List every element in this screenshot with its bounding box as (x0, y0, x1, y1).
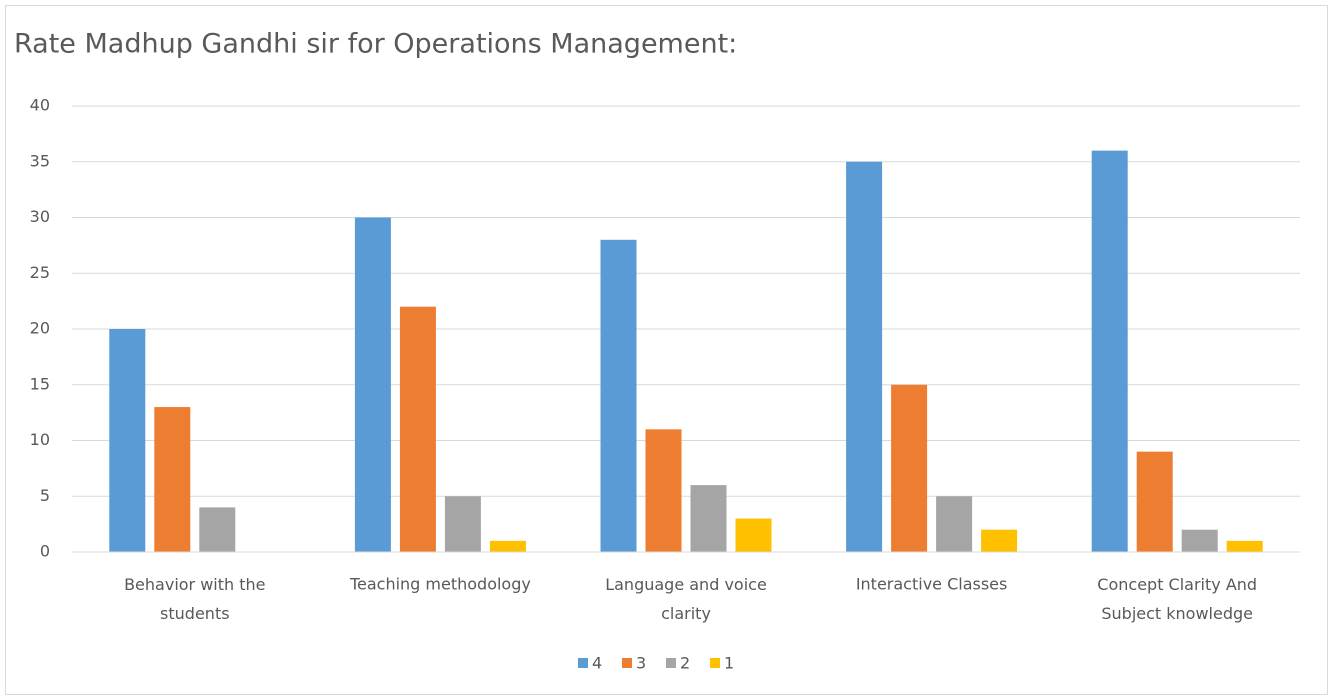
y-tick-label: 20 (30, 319, 50, 338)
bar (690, 485, 727, 552)
legend-label: 3 (636, 654, 646, 673)
bar (444, 496, 481, 552)
y-tick-label: 10 (30, 430, 50, 449)
y-tick-label: 30 (30, 207, 50, 226)
bar (645, 429, 682, 552)
x-tick-label: Interactive Classes (856, 575, 1008, 594)
legend-swatch (578, 658, 588, 668)
bar (354, 217, 391, 552)
x-tick-label: Behavior with the students (124, 575, 265, 623)
bar (1136, 451, 1173, 552)
y-tick-label: 5 (40, 486, 50, 505)
legend-label: 1 (724, 654, 734, 673)
bar (1091, 150, 1128, 552)
y-tick-label: 0 (40, 542, 50, 561)
legend-swatch (666, 658, 676, 668)
bar (199, 507, 236, 552)
legend-label: 4 (592, 654, 602, 673)
bar (489, 540, 526, 552)
legend-label: 2 (680, 654, 690, 673)
bar (891, 384, 928, 552)
bar (981, 529, 1018, 552)
y-tick-label: 25 (30, 263, 50, 282)
bar (936, 496, 973, 552)
bar (399, 306, 436, 552)
y-tick-label: 15 (30, 374, 50, 393)
x-tick-label: Language and voice clarity (605, 575, 767, 623)
bar (1226, 540, 1263, 552)
x-tick-label: Concept Clarity And Subject knowledge (1097, 575, 1257, 623)
legend-swatch (710, 658, 720, 668)
bar (846, 161, 883, 552)
y-tick-label: 35 (30, 151, 50, 170)
bar (154, 407, 191, 552)
y-tick-label: 40 (30, 96, 50, 115)
x-tick-label: Teaching methodology (349, 575, 531, 594)
legend-swatch (622, 658, 632, 668)
bar (600, 239, 637, 553)
chart-title: Rate Madhup Gandhi sir for Operations Ma… (14, 29, 737, 60)
bar (735, 518, 772, 552)
bar (109, 329, 146, 552)
bar (1181, 529, 1218, 552)
